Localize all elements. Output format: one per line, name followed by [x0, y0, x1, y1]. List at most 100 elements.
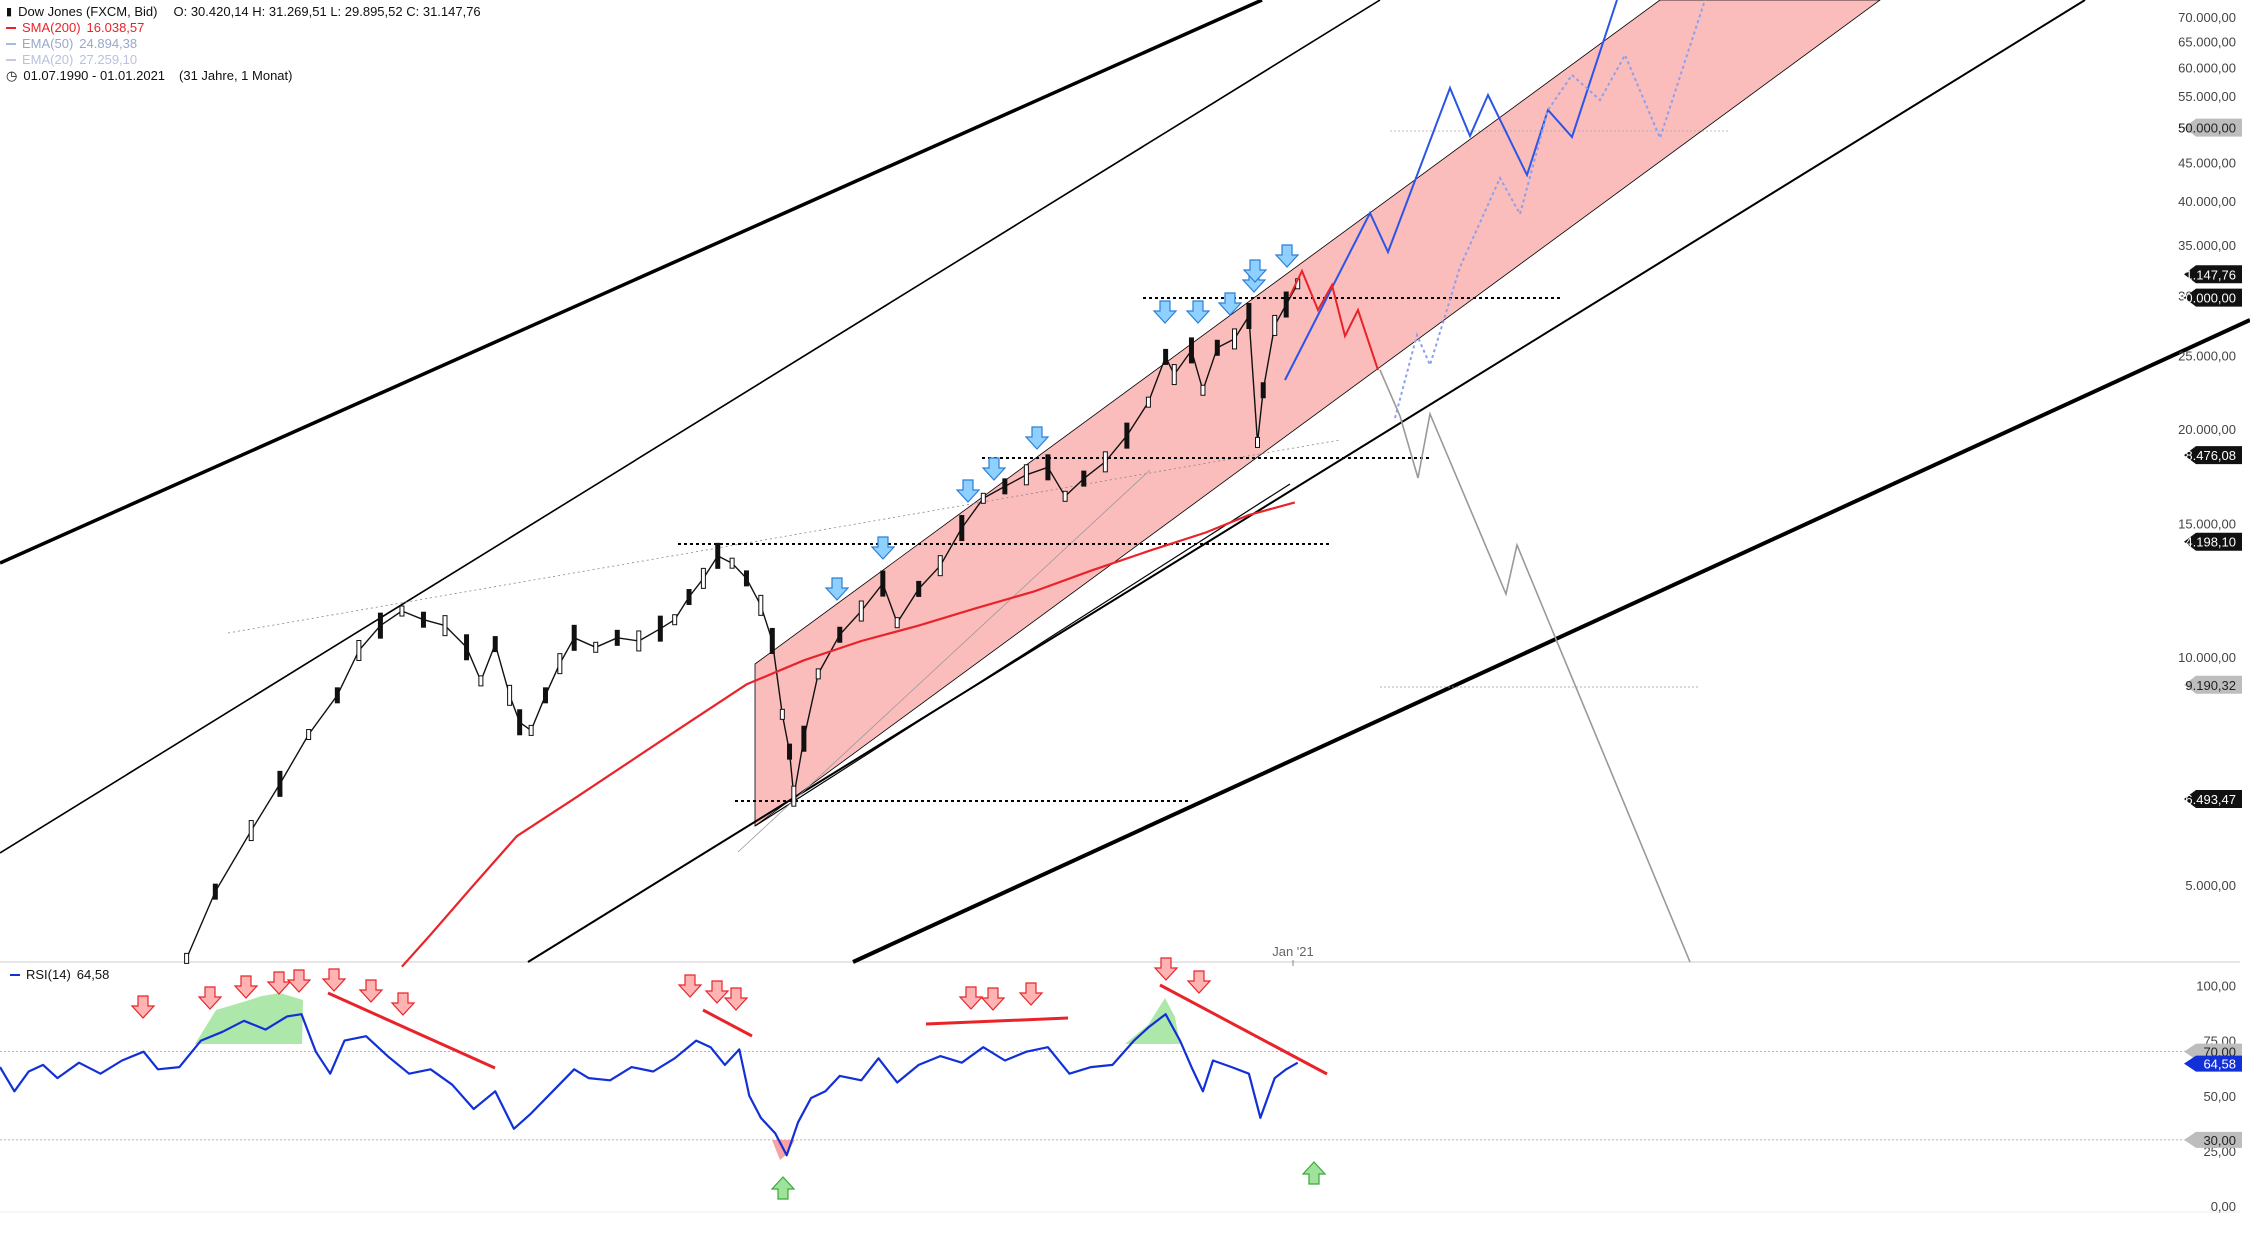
- price-candle: [1254, 436, 1260, 448]
- x-axis-label: Jan '21: [1272, 944, 1314, 959]
- rsi-swatch: [10, 973, 20, 976]
- price-signal-arrow: [1185, 300, 1211, 324]
- price-signal-arrow: [1217, 292, 1243, 316]
- projection-blue-solid: [1284, 0, 1618, 381]
- price-candle: [478, 675, 484, 687]
- rsi-sell-arrow: [958, 986, 984, 1010]
- price-candle: [894, 617, 900, 629]
- price-tag-label: 31.147,76: [2178, 267, 2236, 282]
- rsi-value: 64,58: [76, 967, 110, 982]
- rsi-level-tag: [2184, 1131, 2242, 1148]
- price-candle: [420, 611, 426, 628]
- rsi-sell-arrow: [1186, 970, 1212, 994]
- rsi-legend: RSI(14) 64,58: [10, 967, 109, 982]
- rsi-sell-arrow: [390, 992, 416, 1016]
- price-candle: [399, 605, 405, 617]
- price-tag-shape: [2184, 265, 2242, 284]
- price-candle: [779, 708, 785, 720]
- price-tag-label: 14.198,10: [2178, 535, 2236, 550]
- price-candle: [980, 492, 986, 504]
- projection-red: [1289, 268, 1379, 371]
- price-candle: [959, 515, 965, 542]
- rsi-axis-tick: 50,00: [2203, 1089, 2236, 1104]
- price-tag-label: 50.000,00: [2178, 121, 2236, 136]
- sma200-value: 16.038,57: [86, 20, 145, 35]
- price-candle: [356, 639, 362, 661]
- rsi-divergence-line: [327, 991, 496, 1070]
- projection-gray: [1379, 369, 1691, 963]
- rsi-overbought-fill: [1125, 998, 1180, 1044]
- ema50-swatch: [6, 43, 16, 45]
- price-candle: [557, 653, 563, 675]
- price-candle: [614, 629, 620, 646]
- chart-legend: ▮ Dow Jones (FXCM, Bid) O: 30.420,14 H: …: [6, 4, 481, 84]
- rsi-sell-arrow: [704, 980, 730, 1004]
- price-tag: 6.493,47: [2184, 790, 2242, 809]
- price-candle: [791, 785, 797, 807]
- rsi-sell-arrow: [723, 987, 749, 1011]
- price-tag-shape: [2184, 446, 2242, 465]
- price-candle: [858, 600, 864, 622]
- price-tag: 9.190,32: [2184, 675, 2242, 694]
- price-candle: [1246, 302, 1252, 329]
- price-candle: [743, 570, 749, 587]
- price-candle: [1145, 396, 1151, 408]
- price-candle: [1163, 348, 1169, 365]
- price-axis-tick: 25.000,00: [2178, 349, 2236, 364]
- dotted-trend-line: [227, 439, 1341, 634]
- price-candle: [672, 614, 678, 626]
- price-candle: [212, 883, 218, 900]
- price-tag-shape: [2184, 288, 2242, 307]
- faint-diagonal-line: [737, 469, 1151, 853]
- price-tag-label: 6.493,47: [2185, 792, 2236, 807]
- rsi-buy-arrow: [1301, 1161, 1327, 1185]
- inner-support-line: [754, 483, 1291, 827]
- ema20-value: 27.259,10: [79, 52, 138, 67]
- legend-sma200: SMA(200) 16.038,57: [6, 20, 481, 36]
- price-candle: [571, 624, 577, 651]
- price-tag-label: 30.000,00: [2178, 291, 2236, 306]
- price-candle: [442, 615, 448, 637]
- price-candle: [686, 589, 692, 606]
- price-candle: [1002, 478, 1008, 495]
- price-signal-arrow: [1152, 300, 1178, 324]
- price-candle: [1232, 328, 1238, 350]
- price-tag: 31.147,76: [2178, 265, 2242, 284]
- price-signal-arrow: [824, 577, 850, 601]
- sma200-swatch: [6, 27, 16, 29]
- price-candle: [306, 729, 312, 741]
- legend-symbol-row: ▮ Dow Jones (FXCM, Bid) O: 30.420,14 H: …: [6, 4, 481, 20]
- price-axis-tick: 40.000,00: [2178, 194, 2236, 209]
- rsi-last-label: 64,58: [2203, 1057, 2236, 1072]
- price-candle: [248, 820, 254, 842]
- price-candle: [700, 567, 706, 589]
- legend-symbol: Dow Jones (FXCM, Bid): [18, 4, 158, 19]
- price-candle: [815, 668, 821, 680]
- legend-ema20: EMA(20) 27.259,10: [6, 52, 481, 68]
- channel-middle-line: [527, 0, 2086, 963]
- price-signal-arrow: [981, 457, 1007, 481]
- rsi-sell-arrow: [980, 987, 1006, 1011]
- duration-text: (31 Jahre, 1 Monat): [179, 68, 293, 83]
- rsi-sell-arrow: [1153, 957, 1179, 981]
- rsi-sell-arrow: [130, 995, 156, 1019]
- rsi-divergence-line: [1159, 983, 1328, 1076]
- price-candle: [528, 724, 534, 736]
- range-text: 01.07.1990 - 01.01.2021: [23, 68, 166, 83]
- price-candle: [1171, 364, 1177, 386]
- rsi-sell-arrow: [233, 975, 259, 999]
- rsi-sell-arrow: [266, 971, 292, 995]
- projection-blue-dotted: [1394, 0, 1706, 419]
- price-candle: [1260, 382, 1266, 399]
- price-candle: [1188, 337, 1194, 364]
- price-candle: [801, 725, 807, 752]
- price-candle: [334, 687, 340, 704]
- price-signal-arrow: [955, 479, 981, 503]
- price-candle: [1272, 314, 1278, 336]
- price-tag-shape: [2184, 675, 2242, 694]
- price-candle: [1062, 490, 1068, 502]
- rsi-last-tag: [2184, 1055, 2242, 1072]
- rsi-divergence-line: [702, 1008, 753, 1038]
